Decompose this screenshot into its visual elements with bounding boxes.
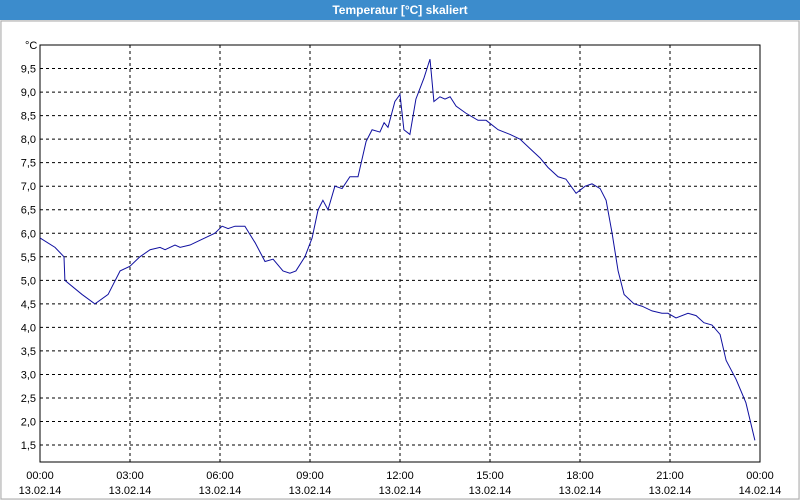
- x-tick-date: 13.02.14: [19, 485, 62, 497]
- y-tick-label: 5,5: [21, 252, 36, 264]
- x-tick-label: 09:00: [296, 470, 324, 482]
- y-tick-label: 6,0: [21, 228, 36, 240]
- y-tick-label: 4,5: [21, 299, 36, 311]
- y-tick-label: 2,0: [21, 417, 36, 429]
- x-tick-date: 14.02.14: [739, 485, 782, 497]
- y-tick-label: 7,5: [21, 158, 36, 170]
- line: [39, 58, 756, 441]
- y-tick-label: 9,5: [21, 64, 36, 76]
- x-tick-date: 13.02.14: [649, 485, 692, 497]
- x-tick-date: 13.02.14: [379, 485, 422, 497]
- y-tick-label: 9,0: [21, 87, 36, 99]
- x-tick-label: 12:00: [386, 470, 414, 482]
- y-unit: °C: [25, 40, 37, 52]
- x-tick-date: 13.02.14: [469, 485, 512, 497]
- y-tick-label: 7,0: [21, 181, 36, 193]
- x-tick-label: 21:00: [656, 470, 684, 482]
- x-tick-date: 13.02.14: [199, 485, 242, 497]
- title-bar: [0, 0, 800, 20]
- y-tick-label: 6,5: [21, 205, 36, 217]
- x-tick-label: 00:00: [26, 470, 54, 482]
- x-tick-label: 06:00: [206, 470, 234, 482]
- x-tick-date: 13.02.14: [109, 485, 152, 497]
- y-tick-label: 4,0: [21, 322, 36, 334]
- y-tick-label: 8,5: [21, 111, 36, 123]
- y-tick-label: 3,5: [21, 346, 36, 358]
- x-tick-label: 00:00: [746, 470, 774, 482]
- y-tick-label: 2,5: [21, 393, 36, 405]
- x-tick-label: 18:00: [566, 470, 594, 482]
- x-tick-date: 13.02.14: [559, 485, 602, 497]
- y-tick-label: 3,0: [21, 369, 36, 381]
- chart-title: Temperatur [°C] skaliert: [332, 3, 467, 17]
- y-tick-label: 8,0: [21, 134, 36, 146]
- x-tick-date: 13.02.14: [289, 485, 332, 497]
- y-tick-label: 1,5: [21, 440, 36, 452]
- plot-area: [39, 44, 761, 463]
- x-tick-label: 15:00: [476, 470, 504, 482]
- x-tick-label: 03:00: [116, 470, 144, 482]
- y-tick-label: 5,0: [21, 275, 36, 287]
